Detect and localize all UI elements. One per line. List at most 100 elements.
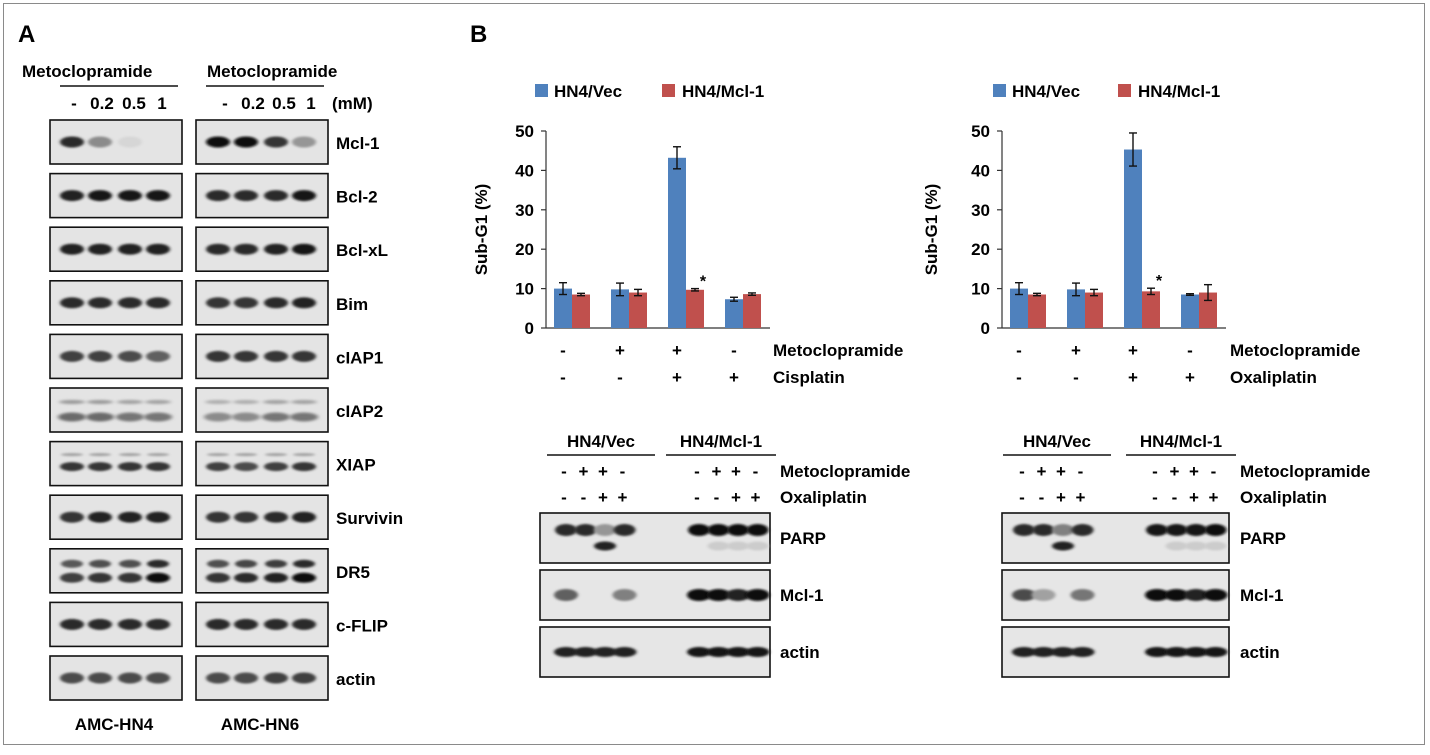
blot-band (234, 672, 258, 684)
blot-band (555, 524, 577, 536)
blot-band (234, 618, 258, 630)
blot-band (292, 672, 316, 684)
cell-line-label: AMC-HN6 (221, 715, 299, 734)
condition-label: Metoclopramide (1230, 341, 1360, 360)
blot-band (1071, 524, 1094, 536)
blot-band (118, 572, 142, 583)
blot-band (88, 190, 112, 202)
y-tick-label: 20 (971, 240, 990, 259)
blot-band (60, 136, 84, 148)
blot-band (1012, 589, 1036, 601)
treatment-label: Metoclopramide (1240, 462, 1370, 481)
y-tick-label: 20 (515, 240, 534, 259)
protein-label: Mcl-1 (336, 134, 379, 153)
sub-g1-chart: 0 10 20 30 40 50 Sub-G1 (%) * - + + - Metoclopramide… (472, 122, 903, 387)
blot-band (1164, 647, 1189, 657)
sub-g1-chart: 0 10 20 30 40 50 Sub-G1 (%) * - + + - Metoclopramide… (922, 122, 1360, 387)
dose-label: - (222, 94, 228, 113)
blot-band (1146, 524, 1168, 536)
treatment-sign: + (1037, 462, 1047, 481)
y-tick-label: 40 (971, 161, 990, 180)
blot-band (706, 589, 731, 601)
treatment-sign: - (714, 488, 720, 507)
blot-band (262, 412, 290, 422)
blot-band (1070, 647, 1095, 657)
blot-band (88, 243, 112, 255)
legend-right: HN4/Vec HN4/Mcl-1 (993, 82, 1220, 101)
blot-band (89, 453, 111, 457)
blot-band (292, 136, 316, 148)
group-label: HN4/Mcl-1 (1140, 432, 1222, 451)
legend-label-mcl1: HN4/Mcl-1 (682, 82, 764, 101)
legend-label-vec: HN4/Vec (1012, 82, 1080, 101)
blot-band (146, 243, 170, 255)
blot-band (206, 618, 230, 630)
blot-band (290, 412, 318, 422)
blot-box (49, 172, 183, 219)
blot-band (206, 190, 230, 202)
y-tick-label: 30 (971, 201, 990, 220)
blot-band (232, 412, 260, 422)
blot-band (264, 350, 288, 362)
blot-box (49, 279, 183, 326)
treatment-sign: - (620, 462, 626, 481)
treatment-sign: - (1211, 462, 1217, 481)
blot-band (292, 618, 316, 630)
panel-a-col1-title: Metoclopramide (22, 62, 152, 81)
significance-star: * (1156, 273, 1163, 290)
treatment-sign: + (1189, 488, 1199, 507)
blot-band (1203, 589, 1228, 601)
blot-box (49, 440, 183, 487)
bar (668, 157, 686, 328)
protein-label: PARP (780, 529, 826, 548)
panel-a-blots: Mcl-1 Bcl-2 Bcl-xL Bim cIAP1 cIAP2 XIAP Survivi… (49, 119, 403, 701)
blot-band (147, 453, 169, 457)
condition-sign: - (617, 368, 623, 387)
blot-band (234, 462, 258, 472)
sub-g1-charts: 0 10 20 30 40 50 Sub-G1 (%) * - + + - Metoclopramide… (472, 122, 1360, 387)
protein-label: PARP (1240, 529, 1286, 548)
blot-band (727, 524, 749, 536)
protein-label: cIAP2 (336, 402, 383, 421)
legend-swatch-mcl1 (1118, 84, 1131, 97)
condition-sign: - (1016, 368, 1022, 387)
protein-label: Mcl-1 (780, 586, 823, 605)
protein-label: DR5 (336, 563, 370, 582)
blot-band (60, 572, 84, 583)
blot-band (118, 511, 142, 523)
protein-label: Bim (336, 295, 368, 314)
blot-background (195, 387, 329, 433)
blot-band (264, 243, 288, 255)
blot-band (1070, 589, 1095, 601)
treatment-sign: - (561, 462, 567, 481)
blot-band (292, 350, 316, 362)
blot-band (207, 453, 229, 457)
blot-band (88, 462, 112, 472)
blot-band (60, 350, 84, 362)
dose-label: 0.5 (272, 94, 296, 113)
treatment-sign: - (581, 488, 587, 507)
y-axis-label: Sub-G1 (%) (472, 184, 491, 276)
treatment-sign: - (1019, 462, 1025, 481)
blot-band (146, 618, 170, 630)
blot-band (1052, 524, 1074, 536)
condition-label: Oxaliplatin (1230, 368, 1317, 387)
blot-band (60, 297, 84, 309)
blot-band (264, 572, 288, 583)
condition-sign: + (1128, 341, 1138, 360)
blot-band (205, 400, 231, 404)
treatment-sign: - (1078, 462, 1084, 481)
bar (611, 289, 629, 328)
protein-label: Bcl-2 (336, 188, 378, 207)
blot-band (207, 559, 229, 568)
bar (1199, 292, 1217, 328)
protein-label: Bcl-xL (336, 241, 388, 260)
treatment-sign: - (1152, 462, 1158, 481)
blot-band (1204, 541, 1227, 551)
blot-band (594, 541, 616, 551)
dose-label: - (71, 94, 77, 113)
treatment-sign: + (1056, 488, 1066, 507)
blot-band (58, 412, 86, 422)
blot-band (293, 453, 315, 457)
blot-band (88, 572, 112, 583)
